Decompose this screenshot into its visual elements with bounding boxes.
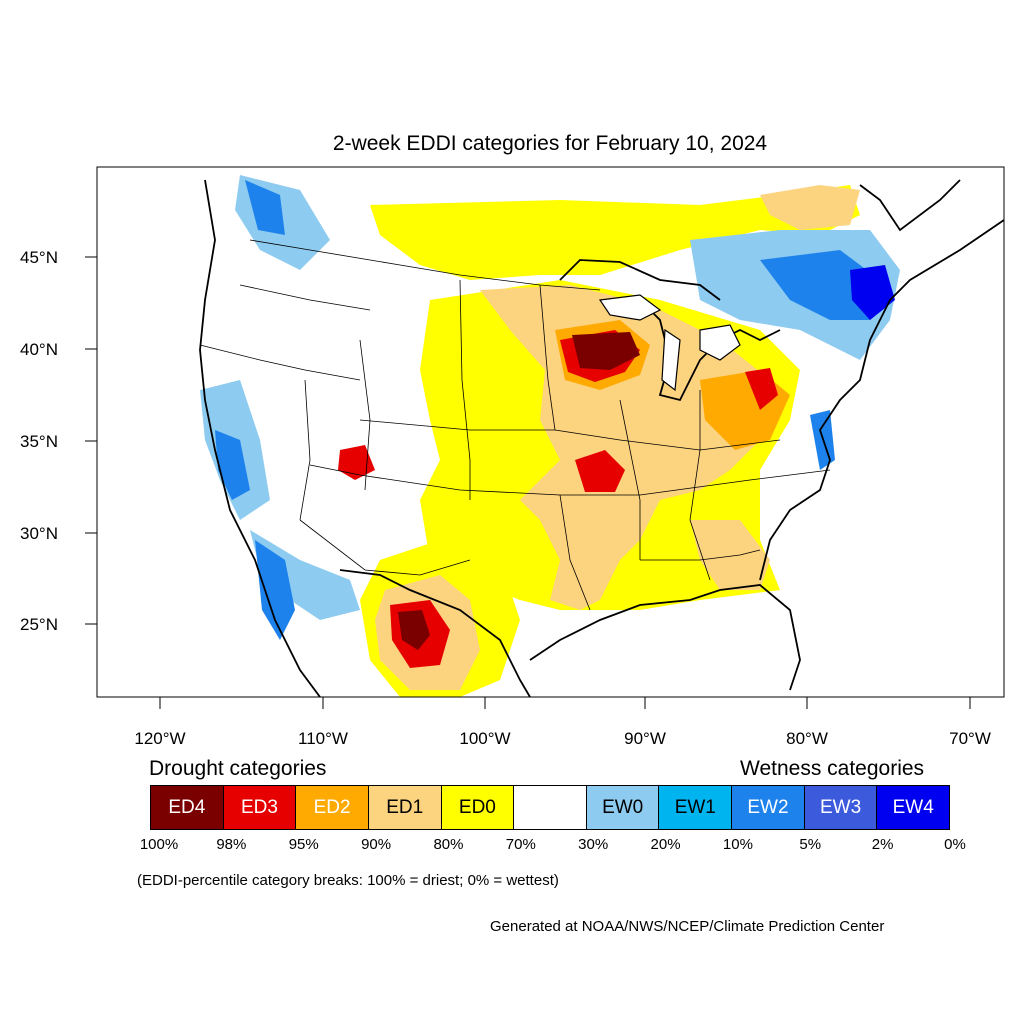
legend-box: ED2 (296, 786, 369, 829)
region-ed1-southeast (690, 520, 770, 590)
legend-box: EW1 (659, 786, 733, 829)
region-ew1-northeast (760, 250, 880, 320)
legend-box: EW4 (877, 786, 950, 829)
legend-box: ED1 (368, 786, 442, 829)
lat-label: 35°N (20, 432, 58, 451)
lon-label: 100°W (459, 729, 510, 748)
credit-line: Generated at NOAA/NWS/NCEP/Climate Predi… (490, 918, 885, 935)
region-ew1-west (215, 430, 250, 500)
legend-box: ED3 (223, 786, 297, 829)
lon-label: 70°W (949, 729, 991, 748)
plot-frame (96, 166, 1005, 698)
region-ed3-missouri (575, 450, 625, 492)
category-colorbar: ED4 ED3 ED2 ED1 ED0 EW0 EW1 EW2 EW3 EW4 (150, 785, 950, 830)
break-label: 20% (650, 836, 681, 853)
region-ed1-north (760, 185, 860, 230)
lon-label: 90°W (624, 729, 666, 748)
break-label: 10% (722, 836, 753, 853)
break-label: 0% (944, 836, 966, 853)
region-ew0-baja (250, 530, 360, 620)
lat-label: 30°N (20, 524, 58, 543)
break-label: 100% (139, 836, 179, 853)
lon-labels: 120°W 110°W 100°W 90°W 80°W 70°W (134, 729, 990, 748)
lat-labels: 45°N 40°N 35°N 30°N 25°N (20, 248, 58, 634)
break-label: 30% (578, 836, 609, 853)
region-ed3-ohio (745, 368, 778, 410)
region-ed3-southwest-mtn (338, 445, 375, 480)
region-ed4-southwest (398, 610, 430, 650)
lat-label: 25°N (20, 615, 58, 634)
legend-box: EW2 (732, 786, 805, 829)
legend-box: ED4 (151, 786, 224, 829)
region-ew4-northeast (850, 265, 895, 320)
lon-label: 120°W (134, 729, 185, 748)
state-borders (199, 239, 831, 611)
break-label: 5% (799, 836, 822, 853)
drought-heading: Drought categories (149, 757, 327, 780)
break-label: 80% (433, 836, 464, 853)
category-note: (EDDI-percentile category breaks: 100% =… (137, 872, 559, 889)
lon-ticks (159, 697, 971, 709)
legend-box: EW0 (586, 786, 660, 829)
legend-box: ED0 (441, 786, 515, 829)
break-label: 2% (871, 836, 894, 853)
map-title: 2-week EDDI categories for February 10, … (332, 132, 768, 155)
lat-label: 40°N (20, 340, 58, 359)
wetness-heading: Wetness categories (740, 757, 925, 780)
great-lakes (598, 294, 741, 392)
break-label: 98% (216, 836, 247, 853)
legend-box (514, 786, 587, 829)
break-label: 70% (505, 836, 536, 853)
lat-ticks (85, 256, 97, 625)
break-label: 90% (361, 836, 392, 853)
legend-box: EW3 (804, 786, 878, 829)
region-ew1-baja (255, 540, 295, 640)
break-label: 95% (288, 836, 319, 853)
region-ew1-northwest (245, 180, 285, 235)
lat-label: 45°N (20, 248, 58, 267)
region-ed0-north (370, 185, 860, 280)
lon-label: 110°W (298, 729, 348, 748)
lon-label: 80°W (786, 729, 828, 748)
map-field (199, 175, 1004, 697)
region-ed4-midwest (572, 332, 640, 370)
